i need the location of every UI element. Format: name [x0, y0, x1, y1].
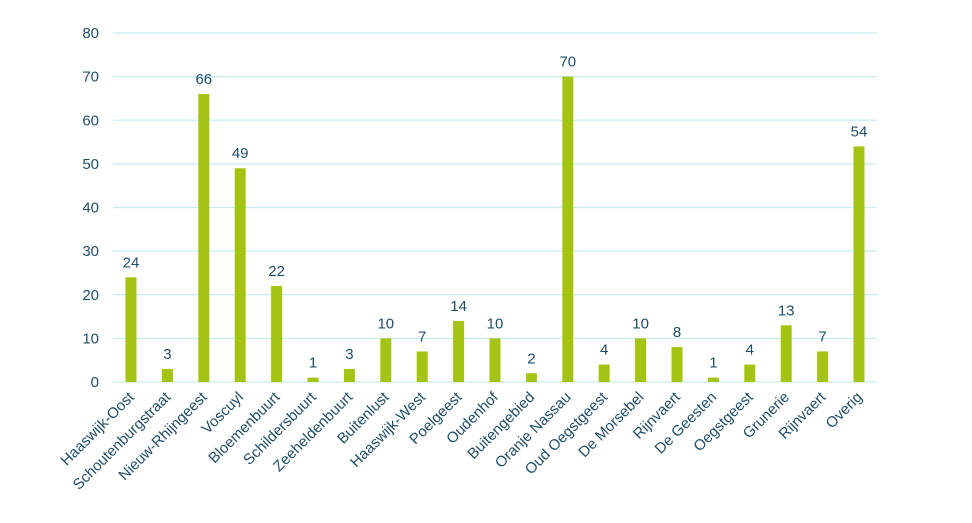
data-label: 1	[709, 355, 717, 372]
bar	[635, 338, 647, 382]
data-label: 4	[746, 342, 754, 359]
data-label: 49	[232, 145, 249, 162]
y-tick-label: 50	[82, 156, 99, 173]
bar	[489, 338, 501, 382]
data-label: 13	[778, 302, 795, 319]
bar	[198, 94, 210, 382]
bar	[598, 364, 610, 382]
y-tick-label: 60	[82, 112, 99, 129]
bar	[780, 325, 792, 382]
bar	[671, 347, 683, 382]
data-label: 54	[851, 123, 868, 140]
data-label: 22	[268, 263, 285, 280]
bar	[817, 351, 829, 382]
y-tick-label: 20	[82, 287, 99, 304]
y-tick-label: 40	[82, 200, 99, 217]
data-label: 2	[527, 350, 535, 367]
bar	[234, 168, 246, 382]
y-tick-label: 80	[82, 25, 99, 42]
data-label: 7	[818, 328, 826, 345]
data-label: 70	[559, 54, 576, 71]
y-tick-label: 10	[82, 330, 99, 347]
data-label: 24	[123, 254, 140, 271]
data-label: 7	[418, 328, 426, 345]
data-label: 3	[163, 346, 171, 363]
y-tick-label: 30	[82, 243, 99, 260]
bar	[343, 368, 355, 382]
data-label: 1	[309, 355, 317, 372]
bar	[161, 368, 173, 382]
data-label: 8	[673, 324, 681, 341]
data-label: 4	[600, 342, 608, 359]
data-label: 66	[195, 71, 212, 88]
bar	[707, 377, 719, 382]
bar	[562, 76, 574, 382]
data-label: 3	[345, 346, 353, 363]
bar	[125, 277, 137, 382]
y-tick-label: 0	[91, 374, 99, 391]
data-label: 14	[450, 298, 467, 315]
data-label: 10	[632, 315, 649, 332]
bar	[380, 338, 392, 382]
bar	[525, 373, 537, 382]
bar	[853, 146, 865, 382]
bar	[307, 377, 319, 382]
bar	[744, 364, 756, 382]
data-label: 10	[377, 315, 394, 332]
y-tick-label: 70	[82, 69, 99, 86]
x-tick-label: Overig	[823, 389, 866, 432]
bar	[453, 320, 465, 382]
bar	[416, 351, 428, 382]
data-label: 10	[487, 315, 504, 332]
bar	[271, 286, 283, 382]
